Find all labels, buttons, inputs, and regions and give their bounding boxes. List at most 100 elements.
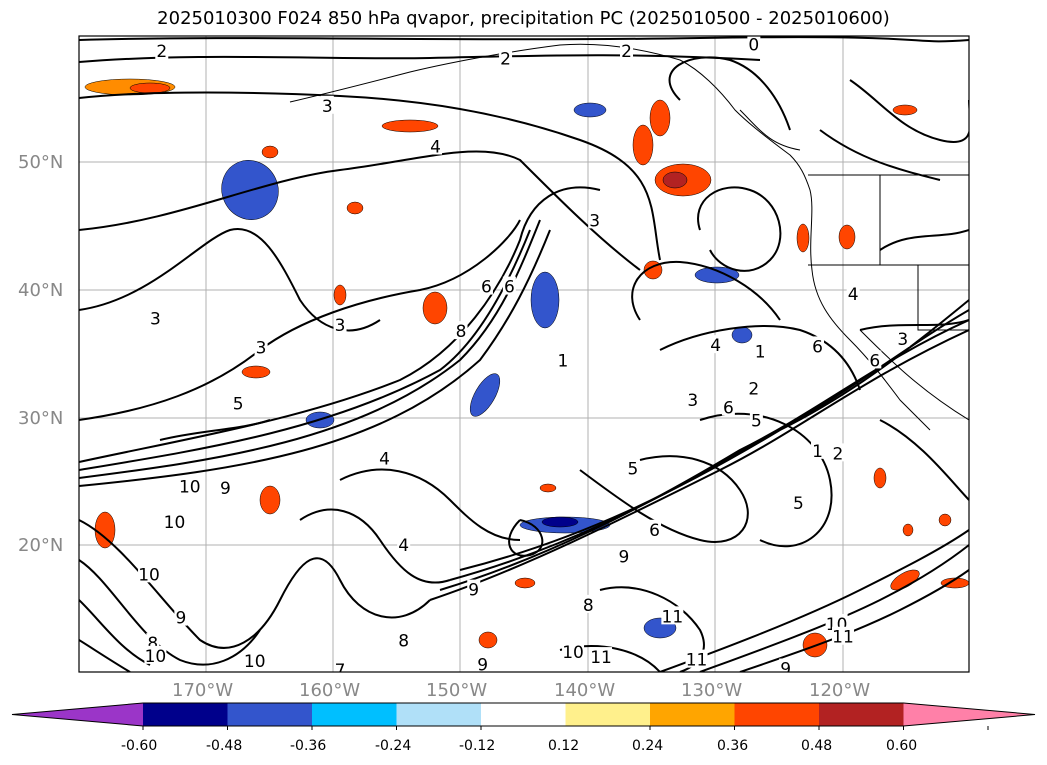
colorbar-tick: -0.48 <box>206 738 243 754</box>
contour-label: 7 <box>335 661 346 681</box>
contour-label-bg <box>661 606 684 625</box>
contour-label-bg <box>218 477 232 496</box>
lon-label-120w: 120°W <box>809 680 871 701</box>
lon-label-170w: 170°W <box>172 680 234 701</box>
contour-label: 6 <box>649 521 660 541</box>
contour-label-bg <box>333 659 347 672</box>
coastlines <box>289 43 969 431</box>
contour-label: 2 <box>832 444 843 464</box>
colorbar-segment <box>650 703 735 726</box>
contour-label: 11 <box>662 607 684 627</box>
contour-label-bg <box>174 607 188 626</box>
contour-label: 1 <box>755 343 766 363</box>
contour-label: 10 <box>562 643 584 663</box>
contour-label-bg <box>617 546 631 565</box>
contour-label: 9 <box>780 660 791 680</box>
contour-label: 3 <box>687 391 698 411</box>
contour-label-bg <box>454 321 468 340</box>
contour-label-bg <box>811 336 825 355</box>
colorbar <box>11 702 1036 730</box>
contour-label-bg <box>747 36 761 53</box>
contour-label: 5 <box>233 395 244 415</box>
colorbar-tick: -0.24 <box>375 738 412 754</box>
graticule <box>79 36 969 672</box>
contour-label: 8 <box>398 632 409 652</box>
colorbar-tick: 0.60 <box>886 738 918 754</box>
colorbar-tick: -0.12 <box>459 738 496 754</box>
colorbar-segment <box>819 703 904 726</box>
contour-label-bg <box>588 210 602 229</box>
contour-label: 0 <box>748 36 759 56</box>
contour-label: 6 <box>481 278 492 298</box>
lat-label-50n: 50°N <box>18 152 64 173</box>
map-background <box>79 36 969 672</box>
colorbar-tick: 0.24 <box>632 738 664 754</box>
contour-label-bg <box>831 443 845 462</box>
contour-label: 10 <box>145 647 167 667</box>
contour-label: 9 <box>468 581 479 601</box>
contour-label-bg <box>747 378 761 397</box>
colorbar-segment <box>565 703 651 726</box>
contour-label: 6 <box>812 337 823 357</box>
contour-label-bg <box>721 397 735 416</box>
contour-label: 3 <box>150 309 161 329</box>
contour-label-bg <box>620 41 634 60</box>
contour-label-bg <box>685 649 708 668</box>
contour-label: 9 <box>477 656 488 676</box>
colorbar-segment <box>312 703 397 726</box>
contour-label-bg <box>846 284 860 303</box>
contour-label: 4 <box>379 449 390 469</box>
contour-label: 4 <box>398 536 409 556</box>
colorbar-tick: 0.36 <box>717 738 749 754</box>
contour-label: 2 <box>156 42 167 62</box>
contour-label-bg <box>753 341 767 360</box>
contour-label-bg <box>254 337 268 356</box>
contour-label: 10 <box>244 652 266 672</box>
contour-label-bg <box>243 650 266 669</box>
contour-label: 11 <box>686 651 708 671</box>
contour-label: 9 <box>175 609 186 629</box>
contour-label-bg <box>138 564 161 583</box>
contour-label-bg <box>749 410 763 429</box>
colorbar-tick: 0.48 <box>801 738 833 754</box>
lon-label-140w: 140°W <box>554 680 616 701</box>
contour-label-bg <box>231 393 245 412</box>
colorbar-segment <box>734 703 820 726</box>
lat-label-20n: 20°N <box>18 535 64 556</box>
contour-label: 11 <box>590 648 612 668</box>
contour-label-bg <box>791 493 805 512</box>
contour-label: 8 <box>583 596 594 616</box>
contour-label: 10 <box>179 477 201 497</box>
contour-label-bg <box>479 276 493 295</box>
contour-label-bg <box>831 626 854 645</box>
contour-label-bg <box>476 654 490 672</box>
colorbar-segment <box>396 703 482 726</box>
contour-label-bg <box>178 476 201 495</box>
qvapor-contours <box>79 36 969 672</box>
contour-label: 8 <box>456 322 467 342</box>
contour-label: 3 <box>589 211 600 231</box>
contour-label: 6 <box>504 278 515 298</box>
contour-label-bg <box>562 642 585 661</box>
colorbar-tick: 0.12 <box>548 738 580 754</box>
contour-label: 2 <box>500 50 511 70</box>
contour-label: 5 <box>793 494 804 514</box>
colorbar-extend-min <box>12 703 143 726</box>
contour-label-bg <box>590 647 613 666</box>
contour-label-bg <box>163 512 186 531</box>
contour-label-bg <box>868 350 882 369</box>
contour-label-bg <box>499 48 513 67</box>
colorbar-tick: -0.36 <box>290 738 327 754</box>
precip-anomaly-fill <box>84 78 969 658</box>
colorbar-segment <box>143 703 228 726</box>
figure-title: 2025010300 F024 850 hPa qvapor, precipit… <box>157 8 890 29</box>
contour-label-bg <box>896 328 910 347</box>
contour-label-bg <box>155 41 169 60</box>
lat-label-30n: 30°N <box>18 408 64 429</box>
contour-label-bg <box>148 308 162 327</box>
contour-label-bg <box>144 645 167 664</box>
contour-label-bg <box>397 630 411 649</box>
contour-label-bg <box>378 448 392 467</box>
colorbar-segment <box>227 703 313 726</box>
